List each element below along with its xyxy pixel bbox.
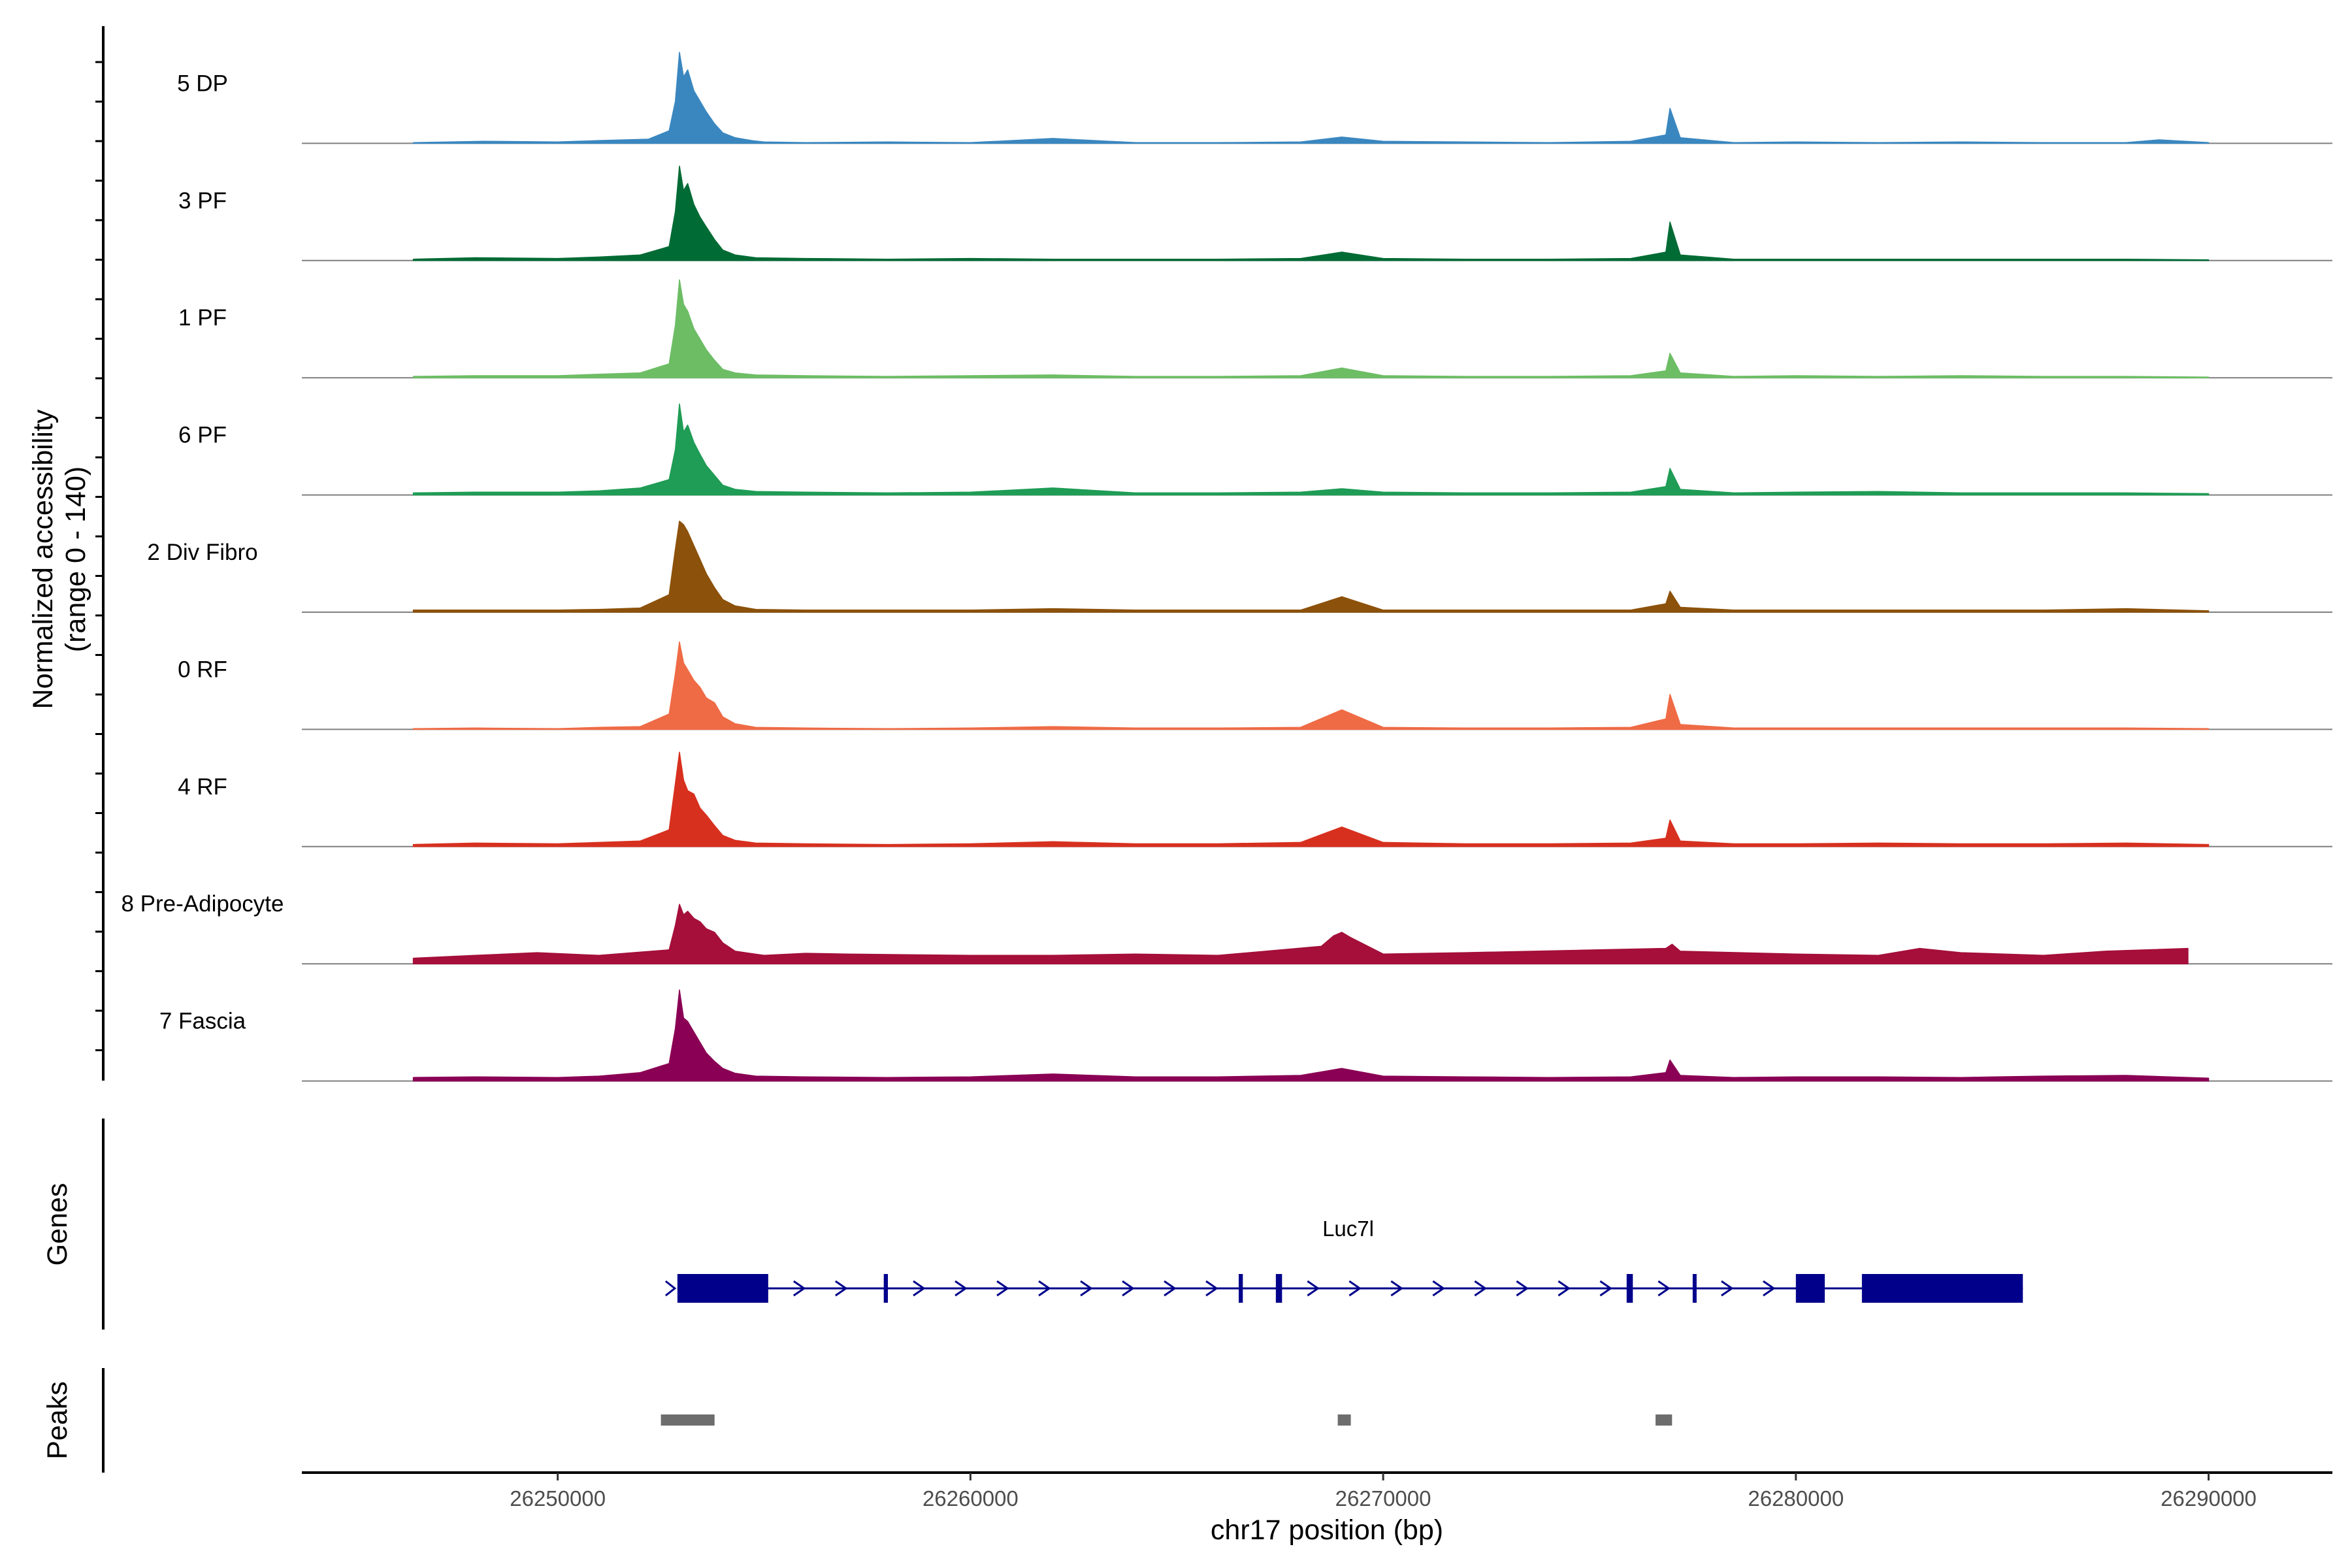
gene-exon [883,1274,889,1303]
x-axis: 26250000 26260000 26270000 26280000 26290000 [510,1473,2257,1511]
peak-region [661,1414,715,1426]
gene-name-label: Luc7l [1322,1217,1374,1241]
strand-arrow [1307,1280,1320,1297]
strand-arrow [1721,1280,1734,1297]
track-label: 0 RF [178,657,227,682]
strand-arrow [1390,1280,1403,1297]
track-5-dp: 5 DP [177,52,2332,144]
track-label: 5 DP [177,71,228,96]
strand-arrow [1080,1280,1093,1297]
coverage-area [412,989,2210,1082]
track-8-pre-adipocyte: 8 Pre-Adipocyte [121,891,2332,965]
strand-arrow [664,1280,677,1297]
gene-exon [1795,1274,1825,1303]
y-axis-range: (range 0 - 140) [60,466,91,652]
x-tick-label: 26260000 [923,1486,1019,1511]
coverage-area [412,641,2210,730]
strand-arrow [1558,1280,1571,1297]
x-tick-label: 26280000 [1748,1486,1844,1511]
gene-exon [1238,1274,1243,1303]
x-tick-label: 26290000 [2161,1486,2257,1511]
coverage-area [412,520,2210,613]
strand-arrow [1658,1280,1671,1297]
gene-exon [1275,1274,1282,1303]
coverage-area [412,904,2189,964]
strand-arrow [1038,1280,1051,1297]
gene-exon [1626,1274,1633,1303]
strand-arrow [792,1280,806,1297]
gene-track: Luc7l [664,1217,2023,1303]
x-axis-title: chr17 position (bp) [1211,1514,1443,1546]
track-label: 2 Div Fibro [147,540,257,565]
strand-arrow [1599,1280,1612,1297]
gene-exon [1692,1274,1697,1303]
strand-arrow [1205,1280,1218,1297]
strand-arrow [1122,1280,1135,1297]
track-2-div-fibro: 2 Div Fibro [147,520,2332,613]
peak-track [661,1414,1673,1426]
track-label: 3 PF [178,188,227,214]
x-tick-label: 26250000 [510,1486,606,1511]
y-axis-title: Normalized accessibility [27,409,59,709]
strand-arrow [1348,1280,1362,1297]
peak-region [1337,1414,1351,1426]
track-7-fascia: 7 Fascia [159,989,2332,1082]
track-label: 4 RF [178,774,227,800]
track-3-pf: 3 PF [178,165,2332,261]
coverage-area [412,751,2210,847]
strand-arrow [1432,1280,1445,1297]
strand-arrow [996,1280,1009,1297]
strand-arrow [1516,1280,1529,1297]
strand-arrow [1164,1280,1177,1297]
gene-exon [1861,1274,2023,1303]
x-tick-label: 26270000 [1335,1486,1431,1511]
strand-arrow [834,1280,848,1297]
track-label: 8 Pre-Adipocyte [121,891,284,917]
peaks-panel-title: Peaks [42,1381,73,1460]
track-label: 7 Fascia [159,1009,246,1034]
coverage-area [412,279,2210,378]
track-label: 1 PF [178,305,227,331]
coverage-tracks: 5 DP 3 PF 1 PF 6 PF 2 Div Fibro 0 RF 4 RF 8 Pre… [121,52,2332,1082]
strand-arrow [955,1280,968,1297]
track-6-pf: 6 PF [178,403,2332,496]
coverage-area [412,165,2210,261]
genes-panel-title: Genes [42,1183,73,1266]
track-0-rf: 0 RF [178,641,2332,730]
peak-region [1656,1414,1673,1426]
gene-exon [677,1274,768,1303]
track-4-rf: 4 RF [178,751,2332,847]
track-1-pf: 1 PF [178,279,2332,379]
track-label: 6 PF [178,423,227,448]
coverage-y-axis [95,26,105,1081]
strand-arrow [913,1280,926,1297]
coverage-area [412,403,2210,496]
strand-arrow [1763,1280,1776,1297]
strand-arrow [1474,1280,1487,1297]
coverage-area [412,52,2210,144]
